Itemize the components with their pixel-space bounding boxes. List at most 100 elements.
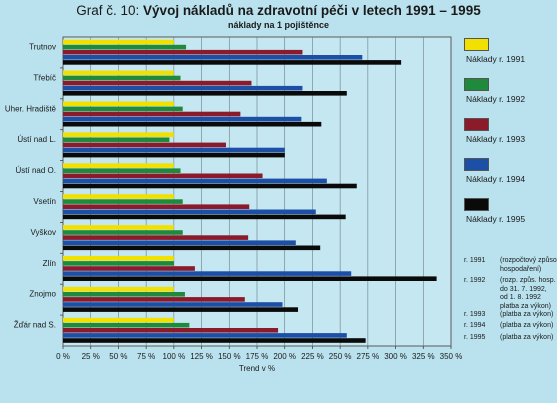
bar: [63, 173, 263, 179]
bar: [63, 333, 347, 338]
legend-label: Náklady r. 1992: [466, 94, 526, 104]
x-tick-label: 100 %: [163, 352, 186, 361]
bar: [63, 183, 357, 189]
bar: [63, 39, 174, 45]
chart-title-main: Vývoj nákladů na zdravotní péči v letech…: [143, 3, 481, 18]
category-label: Ústí nad O.: [16, 166, 56, 175]
note-year: r. 1993: [464, 311, 486, 318]
bar: [63, 101, 174, 107]
bar: [63, 317, 174, 323]
legend-label: Náklady r. 1994: [466, 174, 526, 184]
note-text: (rozpočtový způsob hospodaření): [500, 257, 557, 273]
note-text: (rozp. způs. hosp. do 31. 7. 1992, od 1.…: [500, 277, 556, 310]
bar: [63, 307, 299, 312]
bar: [63, 276, 437, 281]
x-axis-label: Trend v %: [239, 364, 275, 373]
bar: [63, 70, 174, 76]
note-text: (platba za výkon): [500, 311, 554, 318]
bar: [63, 322, 190, 328]
legend-swatch: [464, 38, 489, 51]
category-label: Znojmo: [29, 290, 56, 299]
bar: [63, 214, 346, 220]
bar: [63, 44, 187, 50]
bar: [63, 106, 183, 112]
bar: [63, 178, 327, 184]
bar: [63, 142, 226, 148]
bar: [63, 245, 321, 251]
legend-label: Náklady r. 1991: [466, 54, 526, 64]
x-tick-label: 350 %: [440, 352, 463, 361]
category-label: Třebíč: [33, 73, 56, 82]
bar: [63, 85, 303, 91]
note-year: r. 1991: [464, 257, 486, 264]
bar: [63, 49, 303, 55]
legend-label: Náklady r. 1995: [466, 214, 526, 224]
bar: [63, 132, 174, 137]
chart-subtitle: náklady na 1 pojištěnce: [227, 20, 330, 30]
bar: [63, 328, 279, 333]
bar: [63, 338, 366, 343]
x-tick-label: 225 %: [301, 352, 324, 361]
bar: [63, 163, 174, 168]
category-label: Žďár nad S.: [14, 321, 56, 330]
x-tick-label: 250 %: [329, 352, 352, 361]
legend-swatch: [464, 118, 489, 131]
bar: [63, 147, 285, 153]
legend-swatch: [464, 158, 489, 171]
bar: [63, 297, 245, 302]
x-tick-label: 50 %: [109, 352, 127, 361]
bar: [63, 225, 174, 230]
category-label: Vsetín: [33, 197, 56, 206]
chart-title-prefix: Graf č. 10:: [76, 3, 144, 18]
legend-swatch: [464, 78, 489, 91]
bar: [63, 261, 174, 266]
category-label: Vyškov: [31, 228, 57, 237]
x-tick-label: 275 %: [357, 352, 380, 361]
x-tick-label: 0 %: [56, 352, 70, 361]
note-year: r. 1992: [464, 277, 486, 284]
bar: [63, 91, 347, 96]
x-tick-label: 75 %: [137, 352, 155, 361]
bar: [63, 240, 296, 245]
x-tick-label: 25 %: [82, 352, 100, 361]
bar: [63, 55, 363, 60]
bar: [63, 292, 185, 297]
bar: [63, 204, 250, 209]
bar: [63, 230, 183, 235]
category-label: Uher. Hradiště: [5, 104, 57, 113]
note-text: (platba za výkon): [500, 322, 554, 329]
bar: [63, 302, 283, 307]
bar: [63, 75, 181, 81]
bar: [63, 121, 322, 127]
category-label: Trutnov: [29, 42, 56, 51]
bar: [63, 137, 170, 143]
x-tick-label: 300 %: [384, 352, 407, 361]
bar: [63, 266, 195, 271]
bar: [63, 80, 252, 86]
bar: [63, 271, 352, 276]
x-tick-label: 325 %: [412, 352, 435, 361]
category-label: Zlín: [43, 259, 56, 268]
note-year: r. 1995: [464, 334, 486, 341]
bar: [63, 199, 183, 204]
bar: [63, 168, 181, 173]
bar: [63, 111, 241, 117]
bar: [63, 286, 174, 292]
legend-swatch: [464, 198, 489, 211]
bar: [63, 235, 249, 240]
x-tick-label: 200 %: [273, 352, 296, 361]
x-tick-label: 125 %: [190, 352, 213, 361]
category-label: Ústí nad L.: [17, 135, 56, 144]
chart-title: Graf č. 10: Vývoj nákladů na zdravotní p…: [0, 3, 557, 18]
bar: [63, 256, 174, 261]
bar: [63, 209, 316, 215]
x-tick-label: 175 %: [246, 352, 269, 361]
bar: [63, 116, 302, 122]
note-text: (platba za výkon): [500, 334, 554, 341]
legend-label: Náklady r. 1993: [466, 134, 526, 144]
bar: [63, 152, 285, 158]
note-year: r. 1994: [464, 322, 486, 329]
x-tick-label: 150 %: [218, 352, 241, 361]
bar: [63, 194, 174, 199]
